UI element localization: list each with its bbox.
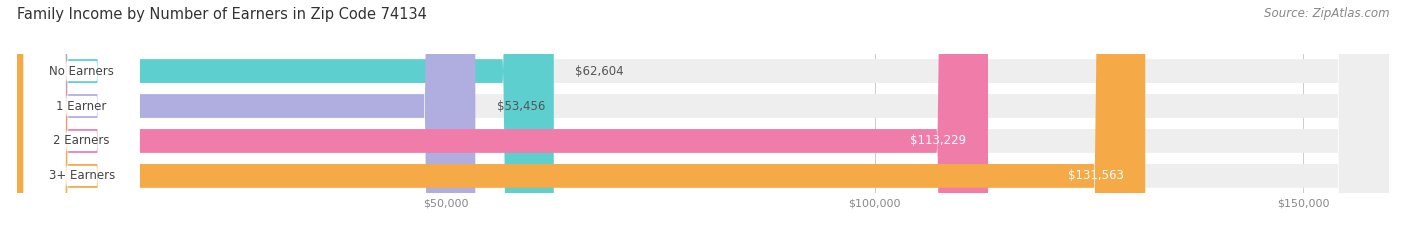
FancyBboxPatch shape — [17, 0, 1146, 233]
Text: 2 Earners: 2 Earners — [53, 134, 110, 147]
Text: 3+ Earners: 3+ Earners — [48, 169, 115, 182]
FancyBboxPatch shape — [17, 0, 475, 233]
FancyBboxPatch shape — [17, 0, 988, 233]
FancyBboxPatch shape — [24, 0, 139, 233]
Text: $53,456: $53,456 — [496, 99, 546, 113]
FancyBboxPatch shape — [24, 0, 139, 233]
FancyBboxPatch shape — [24, 0, 139, 233]
FancyBboxPatch shape — [17, 0, 1389, 233]
Text: $113,229: $113,229 — [911, 134, 966, 147]
Text: Family Income by Number of Earners in Zip Code 74134: Family Income by Number of Earners in Zi… — [17, 7, 427, 22]
Text: Source: ZipAtlas.com: Source: ZipAtlas.com — [1264, 7, 1389, 20]
Text: $131,563: $131,563 — [1069, 169, 1123, 182]
FancyBboxPatch shape — [17, 0, 554, 233]
Text: 1 Earner: 1 Earner — [56, 99, 107, 113]
Text: $62,604: $62,604 — [575, 65, 624, 78]
FancyBboxPatch shape — [24, 0, 139, 233]
FancyBboxPatch shape — [17, 0, 1389, 233]
Text: No Earners: No Earners — [49, 65, 114, 78]
FancyBboxPatch shape — [17, 0, 1389, 233]
FancyBboxPatch shape — [17, 0, 1389, 233]
